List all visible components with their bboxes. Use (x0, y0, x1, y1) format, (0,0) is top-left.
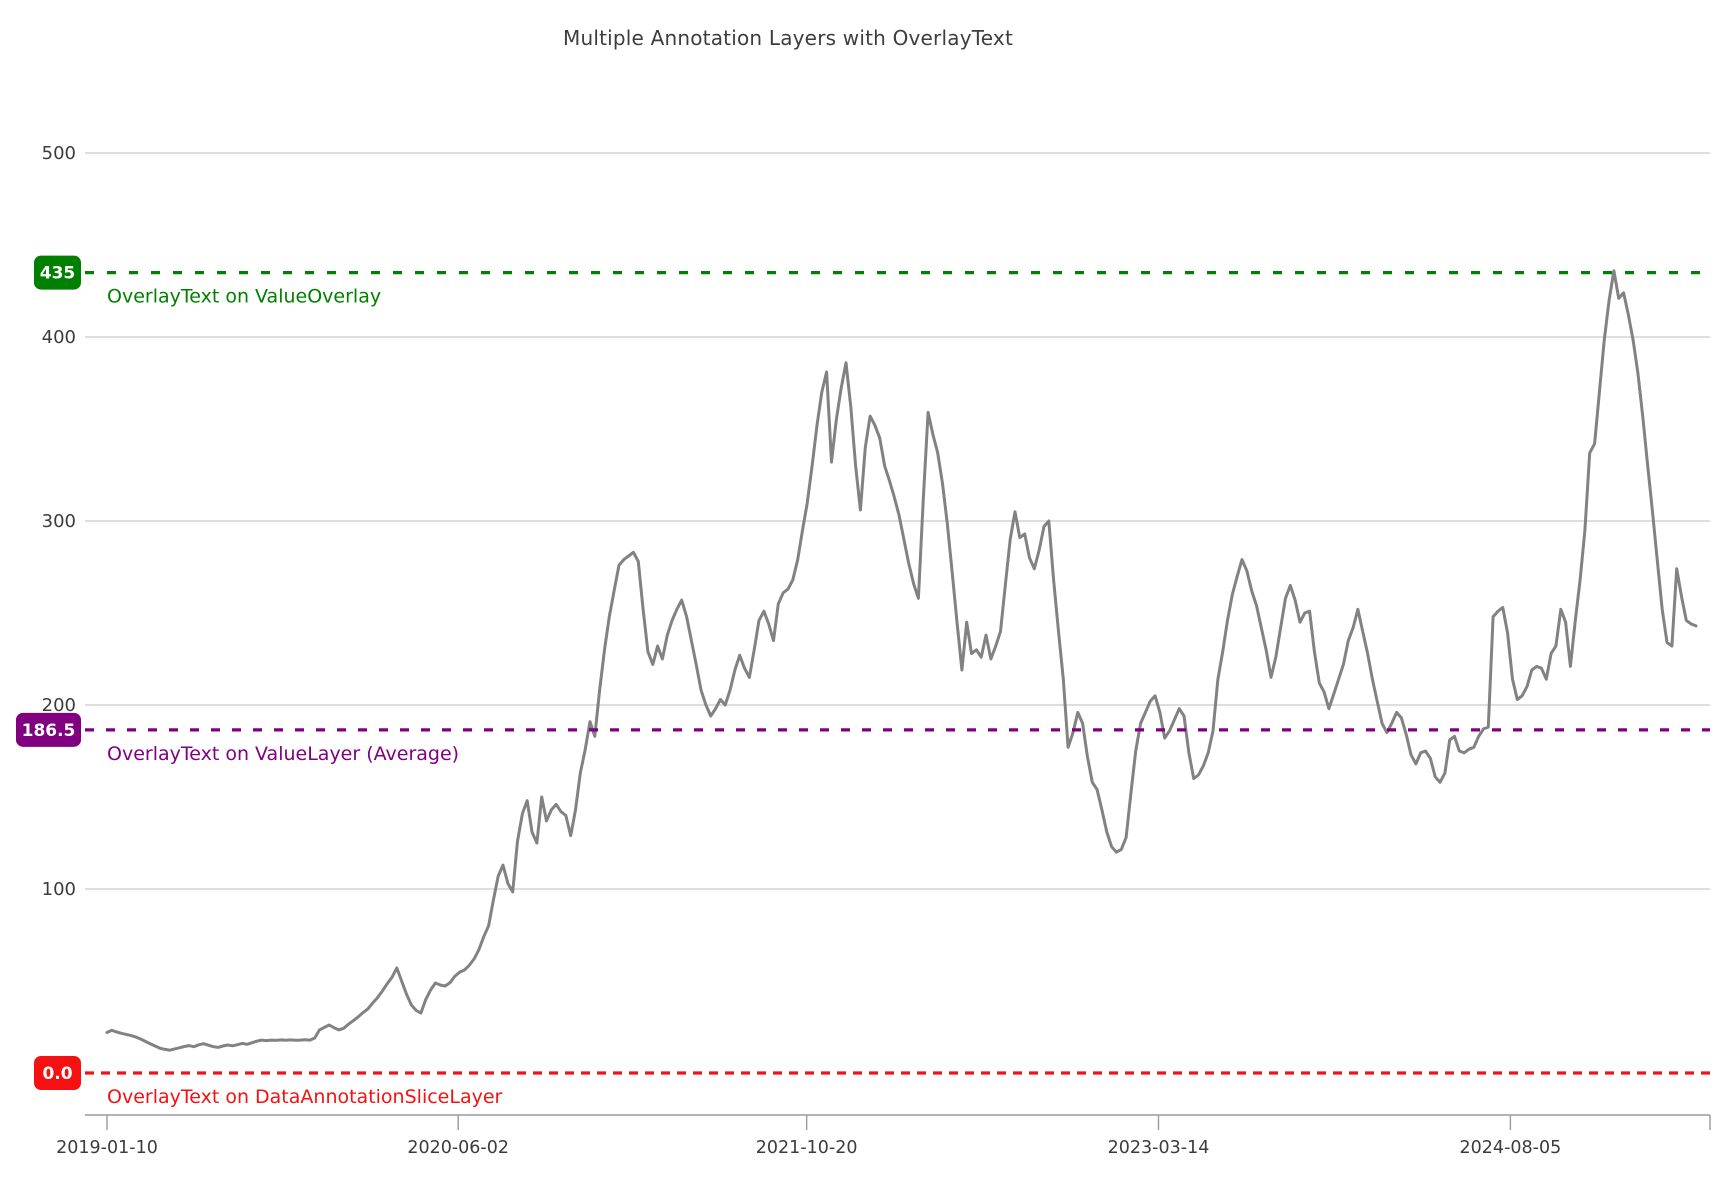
y-tick-label: 500 (42, 143, 76, 164)
annotation-overlay-text-value-layer-average: OverlayText on ValueLayer (Average) (107, 743, 459, 765)
data-series-line (105, 269, 1698, 1052)
x-tick-label: 2023-03-14 (1108, 1138, 1210, 1158)
annotation-overlay-text-data-annotation-slice-layer: OverlayText on DataAnnotationSliceLayer (107, 1086, 503, 1108)
x-tick-label: 2024-08-05 (1460, 1138, 1562, 1158)
x-tick-label: 2021-10-20 (756, 1138, 858, 1158)
annotation-value-badge-data-annotation-slice-layer (34, 1056, 81, 1090)
x-tick-label: 2019-01-10 (56, 1138, 158, 1158)
annotation-value-label-value-layer-average: 186.5 (22, 721, 76, 741)
annotation-overlay-text-value-overlay: OverlayText on ValueOverlay (107, 286, 381, 308)
y-tick-label: 400 (42, 327, 76, 348)
y-tick-label: 300 (42, 511, 76, 532)
annotation-value-label-value-overlay: 435 (40, 264, 76, 284)
annotation-value-badge-value-layer-average (16, 712, 81, 747)
chart-title: Multiple Annotation Layers with OverlayT… (563, 26, 1013, 50)
y-tick-label: 100 (42, 879, 76, 900)
annotation-value-badge-value-overlay (34, 255, 81, 290)
y-tick-label: 200 (42, 695, 76, 716)
x-tick-label: 2020-06-02 (407, 1138, 509, 1158)
annotation-value-label-data-annotation-slice-layer: 0.0 (42, 1064, 72, 1084)
